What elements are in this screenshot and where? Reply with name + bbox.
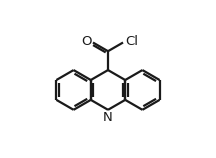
Text: O: O [81,35,91,48]
Text: Cl: Cl [125,35,138,48]
Text: N: N [103,111,113,124]
